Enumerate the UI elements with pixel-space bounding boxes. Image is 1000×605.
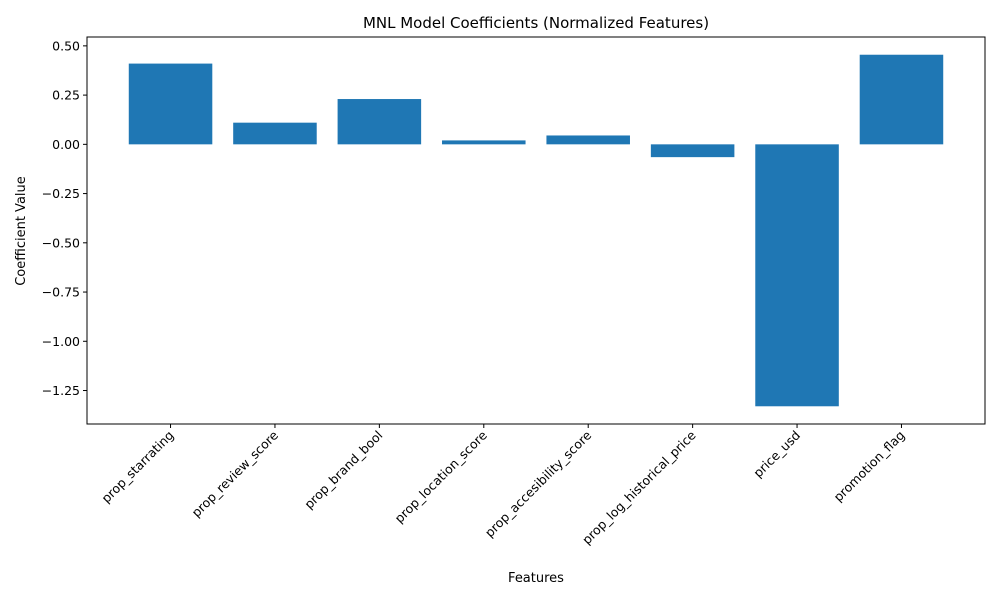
- bar-prop-starrating: [128, 63, 213, 145]
- y-tick-label: −0.50: [42, 235, 80, 250]
- bar-prop-accesibility-score: [546, 135, 630, 145]
- x-axis-label: Features: [508, 571, 564, 586]
- bar-prop-log-historical-price: [650, 144, 735, 158]
- y-axis-ticks: −1.25 −1.00 −0.75 −0.50 −0.25 0.00 0.25 0.50: [42, 38, 87, 398]
- bar-promotion-flag: [859, 54, 944, 145]
- y-tick-label: −1.00: [42, 334, 80, 349]
- bar-price-usd: [755, 144, 839, 407]
- bar-prop-location-score: [442, 140, 526, 145]
- y-tick-label: −0.75: [42, 285, 80, 300]
- bar-prop-review-score: [233, 122, 317, 145]
- y-axis-label: Coefficient Value: [14, 176, 29, 286]
- y-tick-label: 0.25: [52, 88, 80, 103]
- plot-area-frame: [86, 36, 986, 425]
- y-tick-label: −1.25: [42, 383, 80, 398]
- y-tick-label: −0.25: [42, 186, 80, 201]
- bars-group: [128, 54, 944, 407]
- y-tick-label: 0.00: [52, 137, 80, 152]
- chart-title: MNL Model Coefficients (Normalized Featu…: [363, 14, 709, 32]
- bar-prop-brand-bool: [337, 99, 422, 145]
- y-tick-label: 0.50: [52, 38, 80, 53]
